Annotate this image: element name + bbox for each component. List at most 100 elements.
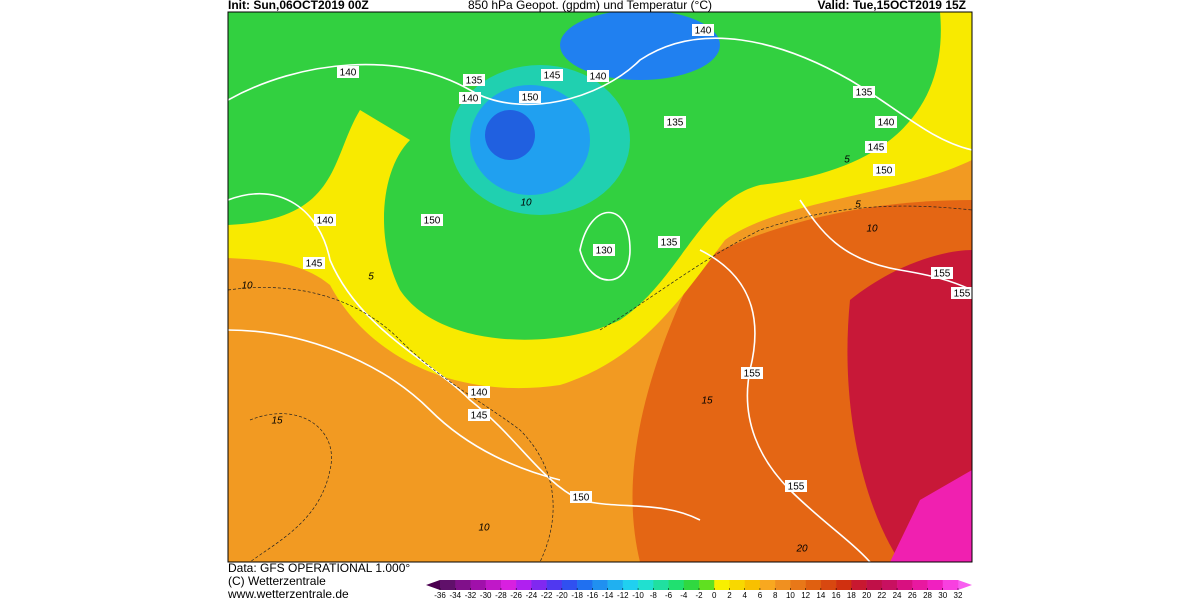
isobar-label: 140 [462,94,479,105]
colorbar-label: 2 [727,591,732,600]
isobar-label-box [692,24,714,36]
isobar-label: 135 [856,88,873,99]
isobar-label-box [337,66,359,78]
colorbar-label: -16 [587,591,599,600]
isotherm-label: 10 [241,281,253,292]
colorbar-label: -10 [632,591,644,600]
isotherm-label: 10 [478,523,490,534]
colorbar-label: -28 [495,591,507,600]
colorbar-label: 30 [938,591,947,600]
colorbar-segment [942,580,959,590]
colorbar-label: 16 [832,591,841,600]
isotherm-label: 10 [866,224,878,235]
isobar-label-box [468,386,490,398]
isobar-label: 150 [522,93,539,104]
isobar-label-box [587,70,609,82]
colorbar-label: 12 [801,591,810,600]
isobar-label: 135 [667,118,684,129]
colorbar-label: -8 [650,591,658,600]
isobar-label-box [314,214,336,226]
isobar-label-box [468,409,490,421]
colorbar-segment [790,580,806,590]
colorbar-segment [866,580,883,590]
colorbar-segment [440,580,456,590]
isotherm-label: 5 [368,272,374,283]
isobar-label: 155 [744,369,761,380]
colorbar-segment [668,580,685,590]
colorbar-label: 18 [847,591,856,600]
isobar-label-box [303,257,325,269]
isobar-label-box [875,116,897,128]
colorbar-segment [607,580,624,590]
colorbar-segment [912,580,928,590]
isobar-label-box [664,116,686,128]
colorbar-arrow [958,580,972,590]
colorbar-label: 20 [862,591,871,600]
coldest-area [485,110,535,160]
isobar-label: 145 [544,71,561,82]
colorbar-label: 4 [742,591,747,600]
colorbar-segment [653,580,669,590]
isobar-label: 150 [876,166,893,177]
colorbar-label: 10 [786,591,795,600]
isobar-label-box [785,480,807,492]
colorbar-segment [638,580,654,590]
map-title: 850 hPa Geopot. (gpdm) und Temperatur (°… [468,0,712,12]
colorbar-segment [699,580,715,590]
isobar-label-box [873,164,895,176]
isobar-label: 155 [934,269,951,280]
extreme-field [890,470,972,562]
isotherm-label: 5 [855,200,861,211]
isotherms [228,205,972,562]
colorbar-segment [683,580,700,590]
colorbar-label: 28 [923,591,932,600]
colder-area [560,12,720,80]
colorbar-segment [881,580,898,590]
isobar-label: 130 [596,246,613,257]
isobar-label-box [463,74,485,86]
colorbar-segment [759,580,776,590]
colorbar-label: -14 [602,591,614,600]
isobar-label-box [658,236,680,248]
isobar-label-box [853,86,875,98]
colorbar-segment [622,580,639,590]
colorbar-segment [851,580,867,590]
isobar-label-box [519,91,541,103]
isobar-label: 145 [471,411,488,422]
isobar-label-box [741,367,763,379]
isobar-label: 155 [954,289,971,300]
colorbar-label: 24 [893,591,902,600]
colorbar-segment [744,580,761,590]
colorbar-segment [500,580,517,590]
map: 140 135 140 145 140 150 140 135 140 145 150 135 140 1… [228,12,972,562]
isobar-label-box [593,244,615,256]
isobar-label: 145 [306,259,323,270]
colorbar-segment [485,580,502,590]
isobar-label: 140 [695,26,712,37]
isobar-label: 155 [788,482,805,493]
colorbar-label: -30 [480,591,492,600]
data-source: Data: GFS OPERATIONAL 1.000° [228,561,410,575]
isobar-label: 145 [868,143,885,154]
isobar-label: 140 [878,118,895,129]
isobar-label: 135 [661,238,678,249]
colorbar-segment [546,580,563,590]
colorbar-label: 8 [773,591,778,600]
colorbar-label: 32 [954,591,963,600]
colorbar-label: 14 [816,591,825,600]
colorbar-label: -20 [556,591,568,600]
isobar-label-box [951,287,972,299]
colorbar-segment [805,580,822,590]
colorbar-segment [927,580,944,590]
isobar-label: 140 [340,68,357,79]
colorbar-label: -18 [571,591,583,600]
colorbar-segment [714,580,730,590]
isobar-label: 140 [590,72,607,83]
colorbar-segment [836,580,852,590]
colorbar-label: -2 [695,591,703,600]
isobar-label: 140 [471,388,488,399]
isobar-label-box [421,214,443,226]
colorbar-segment [455,580,471,590]
isotherm-label: 20 [795,544,808,555]
